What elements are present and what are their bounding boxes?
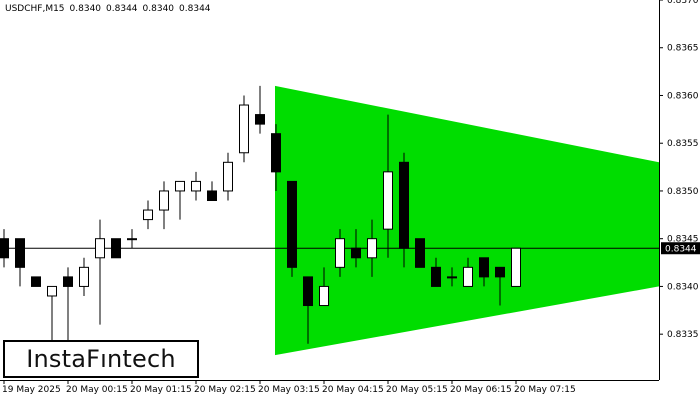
ohlc-close: 0.8344	[179, 4, 211, 14]
y-tick-label: 0.8335	[667, 330, 699, 340]
candle-body-bull	[95, 238, 105, 259]
current-price-label: 0.8344	[665, 245, 697, 255]
ohlc-high: 0.8344	[106, 4, 138, 14]
candle-body-bear	[111, 238, 121, 259]
candle-body-bull	[319, 285, 329, 307]
y-tick-label: 0.8370	[667, 0, 699, 6]
pattern-triangle	[275, 85, 659, 356]
candle-body-bear	[287, 180, 297, 268]
candle-body-bull	[239, 104, 249, 154]
candle-body-bull	[367, 238, 377, 259]
candle-body-bull	[335, 238, 345, 268]
candle-body-bear	[15, 238, 25, 268]
candle-body-bear	[351, 247, 361, 259]
symbol-label: USDCHF,M15	[5, 4, 65, 14]
candle-body-bull	[143, 209, 153, 221]
candle-body-bull	[127, 238, 137, 241]
candle-body-bull	[383, 171, 393, 230]
candle-body-bear	[207, 190, 217, 202]
current-price-badge	[661, 242, 700, 255]
brand-logo-text: InstaFıntech	[26, 345, 176, 373]
x-tick-label: 20 May 04:15	[322, 385, 384, 395]
brand-logo: InstaFıntech	[3, 340, 199, 378]
candle-body-bull	[191, 180, 201, 192]
candle-body-bear	[63, 276, 73, 287]
candle-body-bull	[47, 285, 57, 297]
x-tick-label: 20 May 07:15	[514, 385, 576, 395]
y-tick-label: 0.8340	[667, 282, 699, 292]
candle-body-bear	[255, 114, 265, 125]
ohlc-low: 0.8340	[142, 4, 175, 14]
candle-body-bear	[495, 266, 505, 278]
candle-body-bear	[0, 238, 9, 259]
y-tick-label: 0.8355	[667, 139, 699, 149]
candle-body-bull	[511, 247, 521, 287]
ohlc-open: 0.8340	[69, 4, 102, 14]
candle-body-bull	[463, 266, 473, 287]
y-tick-label: 0.8360	[667, 91, 699, 101]
x-tick-label: 20 May 00:15	[66, 385, 128, 395]
x-tick-label: 20 May 06:15	[450, 385, 512, 395]
candle-body-bear	[31, 276, 41, 287]
candle-body-bull	[447, 276, 457, 279]
candle-body-bear	[399, 161, 409, 249]
y-tick-label: 0.8350	[667, 187, 699, 197]
candle-body-bear	[479, 257, 489, 278]
x-tick-label: 20 May 03:15	[258, 385, 320, 395]
y-tick-label: 0.8365	[667, 44, 699, 54]
candle-body-bear	[431, 266, 441, 287]
x-tick-label: 20 May 02:15	[194, 385, 256, 395]
candle-body-bull	[223, 161, 233, 192]
candle-body-bear	[303, 276, 313, 307]
candle-body-bull	[79, 266, 89, 287]
candle-body-bear	[271, 133, 281, 173]
candle-body-bull	[159, 190, 169, 211]
x-tick-label: 20 May 01:15	[130, 385, 192, 395]
candle-body-bull	[175, 180, 185, 192]
y-tick-label: 0.8345	[667, 235, 699, 245]
candle-body-bear	[415, 238, 425, 268]
x-tick-label: 20 May 05:15	[386, 385, 448, 395]
x-tick-label: 19 May 2025	[2, 385, 61, 395]
chart-header: USDCHF,M15 0.8340 0.8344 0.8340 0.8344	[5, 4, 216, 14]
